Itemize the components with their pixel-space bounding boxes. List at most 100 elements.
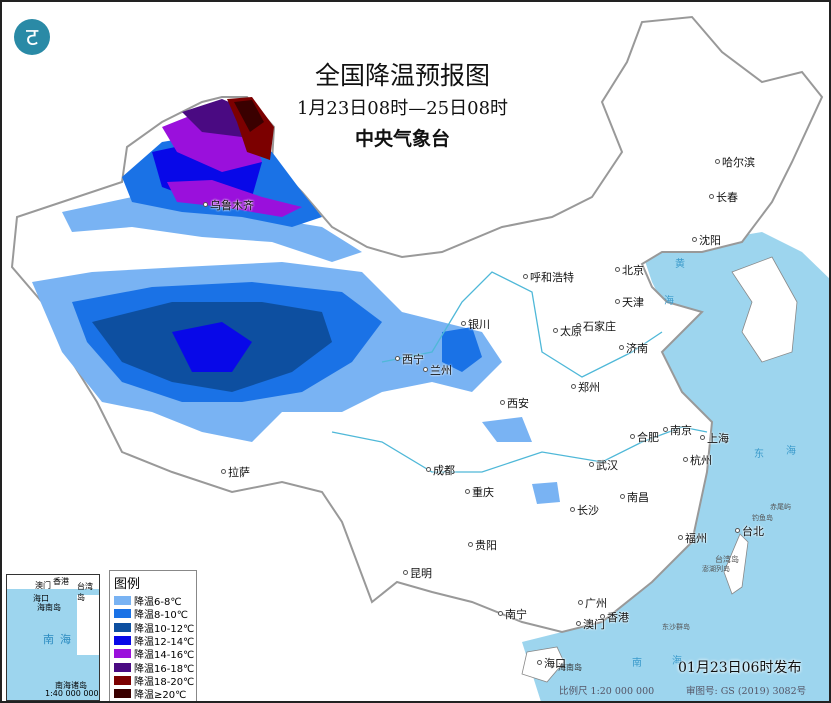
legend-label: 降温6-8℃ <box>134 597 182 609</box>
inset-label: 海口 <box>33 594 49 603</box>
issued-time: 01月23日06时发布 <box>678 660 802 676</box>
cooling-6-8-area-north <box>62 197 362 262</box>
legend-item: 降温12-14℃ <box>114 634 196 649</box>
legend-label: 降温≥20℃ <box>134 690 187 702</box>
korea-land <box>731 256 798 363</box>
city-label: 西宁 <box>395 353 424 366</box>
city-label: 西安 <box>500 397 529 410</box>
city-label: 拉萨 <box>221 466 250 479</box>
city-label: 沈阳 <box>692 234 721 247</box>
city-label: 长春 <box>709 191 738 204</box>
taiwan-land <box>723 533 749 595</box>
city-label: 成都 <box>426 464 455 477</box>
map-title: 全国降温预报图 <box>314 61 490 90</box>
map-scale: 比例尺 1:20 000 000 <box>559 686 655 697</box>
legend-swatch <box>114 636 131 646</box>
city-label: 兰州 <box>423 364 452 377</box>
city-label: 上海 <box>700 432 729 445</box>
island-label: 钓鱼岛 <box>752 514 773 522</box>
inset-label: 澳门 <box>35 581 51 590</box>
cooling-14-16-area-b <box>167 180 302 217</box>
city-label: 杭州 <box>683 454 712 467</box>
inset-sea-label: 南海 <box>43 633 77 646</box>
legend-label: 降温12-14℃ <box>134 637 195 649</box>
city-label: 太原 <box>553 325 582 338</box>
inset-label: 台湾岛 <box>77 582 93 602</box>
hainan-land <box>521 646 565 683</box>
city-label: 海口 <box>537 657 566 670</box>
sea-label: 海 <box>786 446 796 457</box>
city-label: 南京 <box>663 424 692 437</box>
city-label: 合肥 <box>630 431 659 444</box>
city-label: 广州 <box>578 597 607 610</box>
legend-label: 降温16-18℃ <box>134 663 195 675</box>
legend-swatch <box>114 609 131 619</box>
agency-name: 中央气象台 <box>354 128 450 150</box>
inset-label: 南海诸岛 <box>55 681 87 690</box>
sea-label: 东 <box>754 449 764 460</box>
city-label: 郑州 <box>571 381 600 394</box>
cooling-12-14-area <box>172 322 252 372</box>
legend-swatch <box>114 649 131 659</box>
legend-swatch <box>114 622 131 632</box>
city-label: 北京 <box>615 264 644 277</box>
city-label: 济南 <box>619 342 648 355</box>
legend-item: 降温10-12℃ <box>114 621 196 635</box>
forecast-period: 1月23日08时—25日08时 <box>296 98 509 119</box>
city-label: 南宁 <box>498 608 527 621</box>
city-label: 长沙 <box>570 504 599 517</box>
legend-swatch <box>114 662 131 672</box>
legend-item: 降温≥20℃ <box>114 687 196 702</box>
city-label: 武汉 <box>589 459 618 472</box>
city-label: 呼和浩特 <box>523 271 574 284</box>
legend-label: 降温18-20℃ <box>134 676 195 688</box>
island-label: 赤尾屿 <box>770 503 791 511</box>
island-label: 海南岛 <box>558 663 582 672</box>
island-label: 东沙群岛 <box>662 623 690 631</box>
south-china-sea-inset: 澳门 香港 台湾岛 海口 海南岛 南海 南海诸岛 1:40 000 000 <box>6 574 100 701</box>
cooling-shaanxi-area <box>482 417 532 442</box>
cooling-20-plus-area <box>234 100 264 132</box>
inset-scale: 1:40 000 000 <box>45 689 99 698</box>
legend-title: 图例 <box>114 577 141 592</box>
legend-label: 降温14-16℃ <box>134 650 195 662</box>
inset-label: 海南岛 <box>37 603 61 612</box>
city-label: 银川 <box>461 318 490 331</box>
sea-label: 海 <box>672 656 682 667</box>
island-label: 澎湖列岛 <box>702 565 730 573</box>
city-label: 乌鲁木齐 <box>203 199 254 212</box>
yellow-river <box>381 271 663 378</box>
city-label: 哈尔滨 <box>715 156 755 169</box>
sea-label: 南 <box>632 658 642 669</box>
legend-label: 降温8-10℃ <box>134 610 188 622</box>
sea-label: 黄 <box>675 259 685 270</box>
cooling-hunan-area <box>532 482 560 504</box>
legend-item: 降温18-20℃ <box>114 674 196 688</box>
city-label: 台北 <box>735 525 764 538</box>
city-label: 重庆 <box>465 486 494 499</box>
sea-area <box>522 232 829 701</box>
city-label: 贵阳 <box>468 539 497 552</box>
inset-label: 香港 <box>53 577 69 586</box>
city-label: 香港 <box>600 611 629 624</box>
cooling-gansu-area <box>442 327 482 372</box>
legend-item: 降温16-18℃ <box>114 660 196 675</box>
legend-swatch <box>114 689 131 699</box>
legend-label: 降温10-12℃ <box>134 623 195 635</box>
cma-logo-icon: ट <box>14 19 50 55</box>
city-label: 昆明 <box>403 567 432 580</box>
legend-item: 降温8-10℃ <box>114 607 196 622</box>
yangtze-river <box>331 426 708 473</box>
city-label: 天津 <box>615 296 644 309</box>
city-label: 南昌 <box>620 491 649 504</box>
city-label: 石家庄 <box>576 320 616 333</box>
legend-swatch <box>114 596 131 606</box>
sea-label: 海 <box>664 296 674 307</box>
legend: 图例 降温6-8℃ 降温8-10℃ 降温10-12℃ 降温12-14℃ 降温14-16℃… <box>109 570 197 702</box>
island-label: 台湾岛 <box>715 555 739 564</box>
city-label: 福州 <box>678 532 707 545</box>
legend-item: 降温6-8℃ <box>114 594 196 609</box>
map-review-number: 审图号: GS (2019) 3082号 <box>686 686 807 697</box>
